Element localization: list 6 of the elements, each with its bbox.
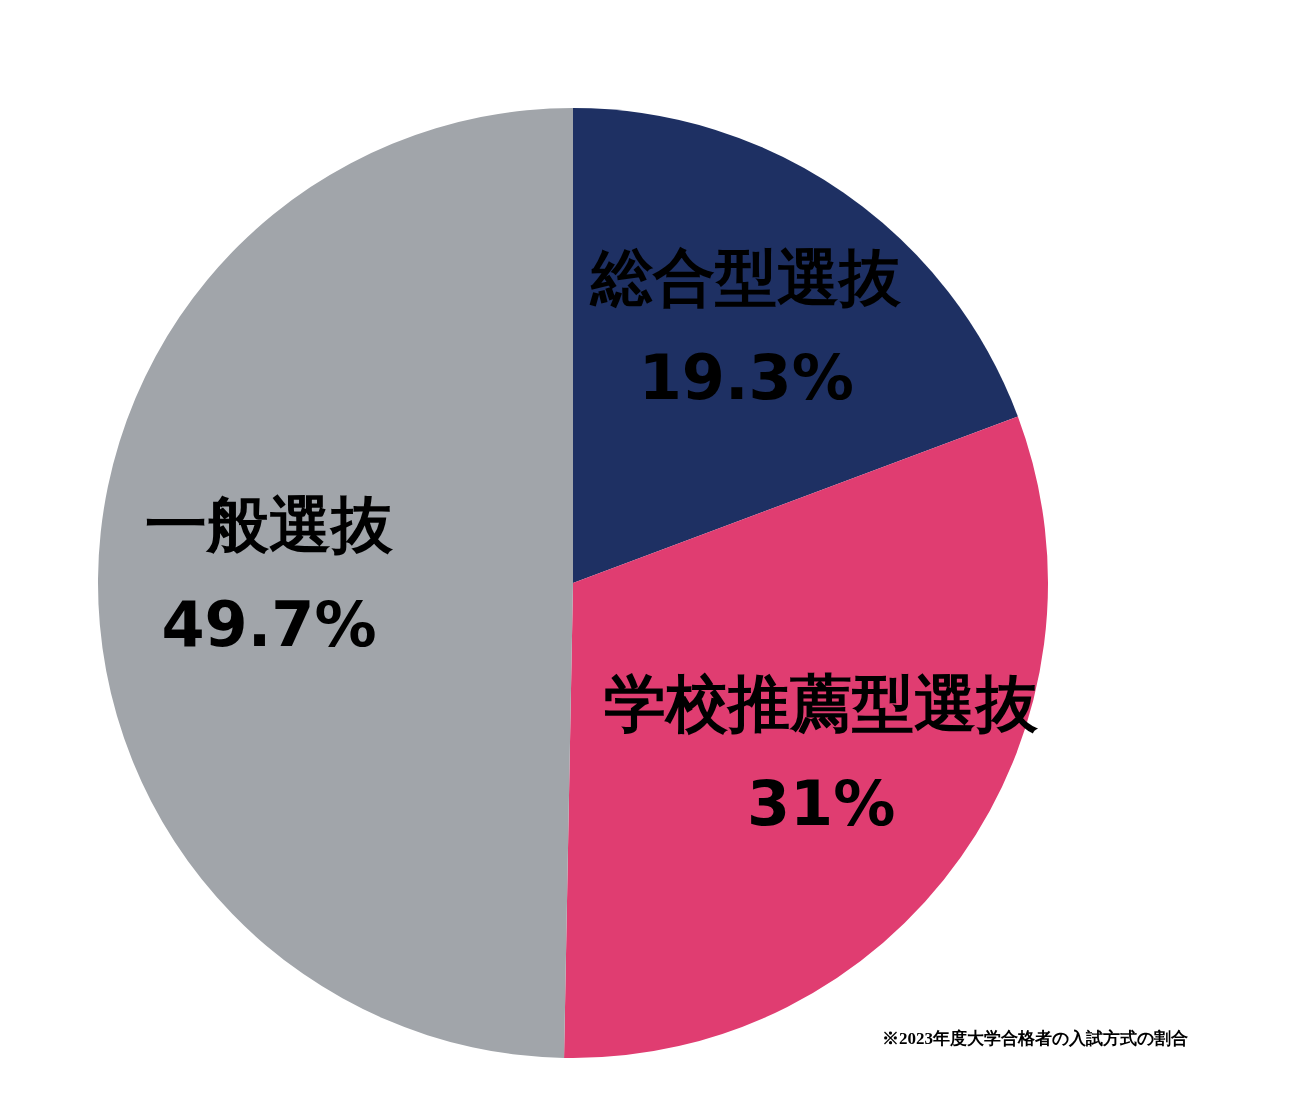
slice-label: 総合型選抜: [589, 241, 903, 315]
slice-label: 一般選抜: [145, 488, 395, 562]
data-label: 31%: [746, 766, 896, 840]
text: ※2023年度大学合格者の入試方式の割合: [882, 1028, 1188, 1050]
data-label: 49.7%: [161, 588, 377, 662]
data-label: 19.3%: [638, 341, 854, 415]
